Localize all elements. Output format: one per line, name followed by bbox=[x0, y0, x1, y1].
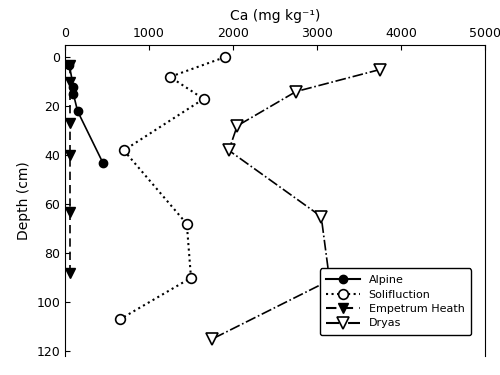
Legend: Alpine, Solifluction, Empetrum Heath, Dryas: Alpine, Solifluction, Empetrum Heath, Dr… bbox=[320, 268, 471, 335]
X-axis label: Ca (mg kg⁻¹): Ca (mg kg⁻¹) bbox=[230, 9, 320, 23]
Y-axis label: Depth (cm): Depth (cm) bbox=[16, 161, 30, 240]
